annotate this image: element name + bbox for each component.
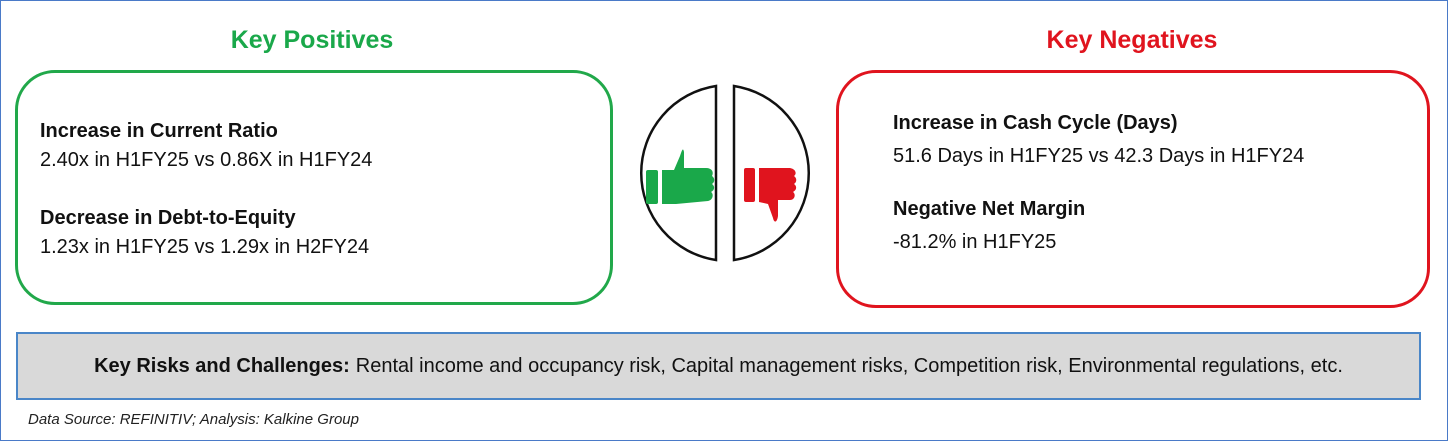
positives-card: Increase in Current Ratio 2.40x in H1FY2… [15,70,613,305]
positive-item-title: Decrease in Debt-to-Equity [40,207,296,229]
risks-text: Rental income and occupancy risk, Capita… [355,354,1343,377]
positive-item-text: 1.23x in H1FY25 vs 1.29x in H2FY24 [40,236,370,258]
risks-label: Key Risks and Challenges: [94,354,350,377]
negative-item-text: -81.2% in H1FY25 [893,231,1057,253]
key-negatives-heading: Key Negatives [1046,26,1218,54]
key-positives-heading: Key Positives [230,26,394,54]
thumbs-up-icon [646,149,715,204]
thumbs-down-icon [744,168,797,222]
data-source-note: Data Source: REFINITIV; Analysis: Kalkin… [28,411,359,428]
key-risks-box: Key Risks and Challenges: Rental income … [16,332,1421,400]
negatives-card: Increase in Cash Cycle (Days) 51.6 Days … [836,70,1430,308]
positive-item-text: 2.40x in H1FY25 vs 0.86X in H1FY24 [40,149,373,171]
negative-item-title: Negative Net Margin [893,198,1086,220]
thumbs-icon-group [620,84,830,264]
negative-item-text: 51.6 Days in H1FY25 vs 42.3 Days in H1FY… [893,145,1305,167]
positive-item-title: Increase in Current Ratio [40,120,278,142]
negative-item-title: Increase in Cash Cycle (Days) [893,112,1178,134]
